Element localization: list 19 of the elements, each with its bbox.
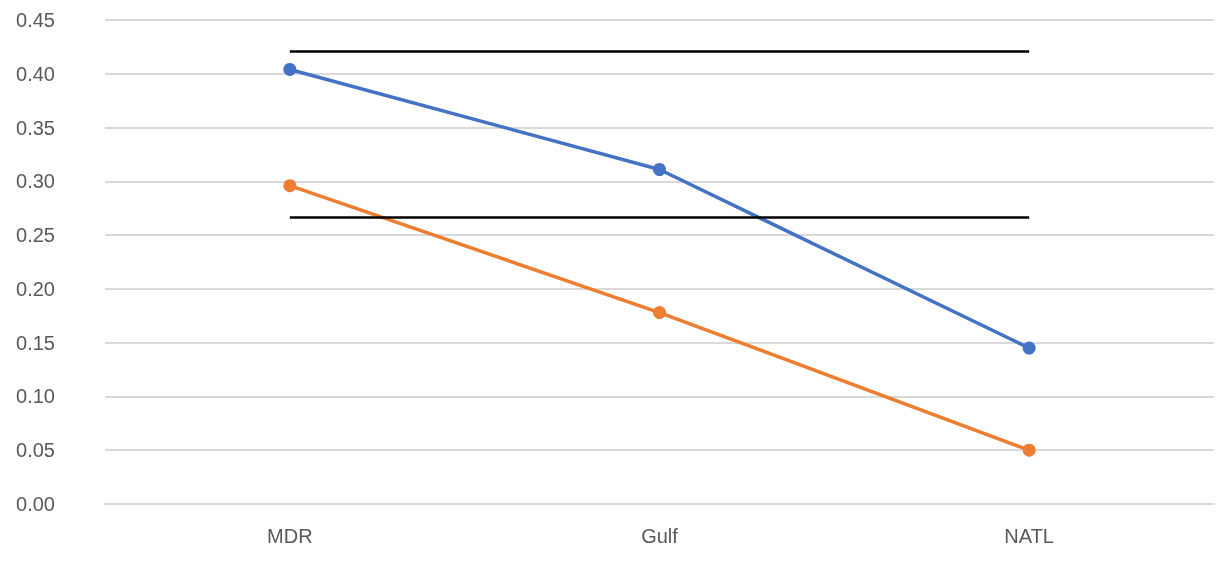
- y-tick-label: 0.05: [16, 439, 55, 462]
- x-tick-label: NATL: [1004, 525, 1054, 547]
- x-tick-label: Gulf: [641, 525, 679, 547]
- point: [283, 179, 297, 193]
- y-tick-label: 0.35: [16, 116, 55, 139]
- y-tick-label: 0.40: [16, 62, 55, 85]
- point: [653, 163, 666, 176]
- point: [1022, 443, 1036, 457]
- point: [283, 62, 297, 76]
- point: [653, 306, 666, 320]
- y-tick-label: 0.30: [16, 170, 55, 193]
- y-tick-label: 0.15: [16, 331, 55, 354]
- x-tick-label: MDR: [267, 525, 313, 547]
- y-tick-label: 0.20: [16, 277, 55, 300]
- y-tick-label: 0.00: [16, 493, 55, 515]
- y-tick-label: 0.45: [16, 9, 55, 31]
- y-tick-label: 0.25: [16, 224, 55, 247]
- point: [1022, 341, 1036, 355]
- y-tick-label: 0.10: [16, 385, 55, 408]
